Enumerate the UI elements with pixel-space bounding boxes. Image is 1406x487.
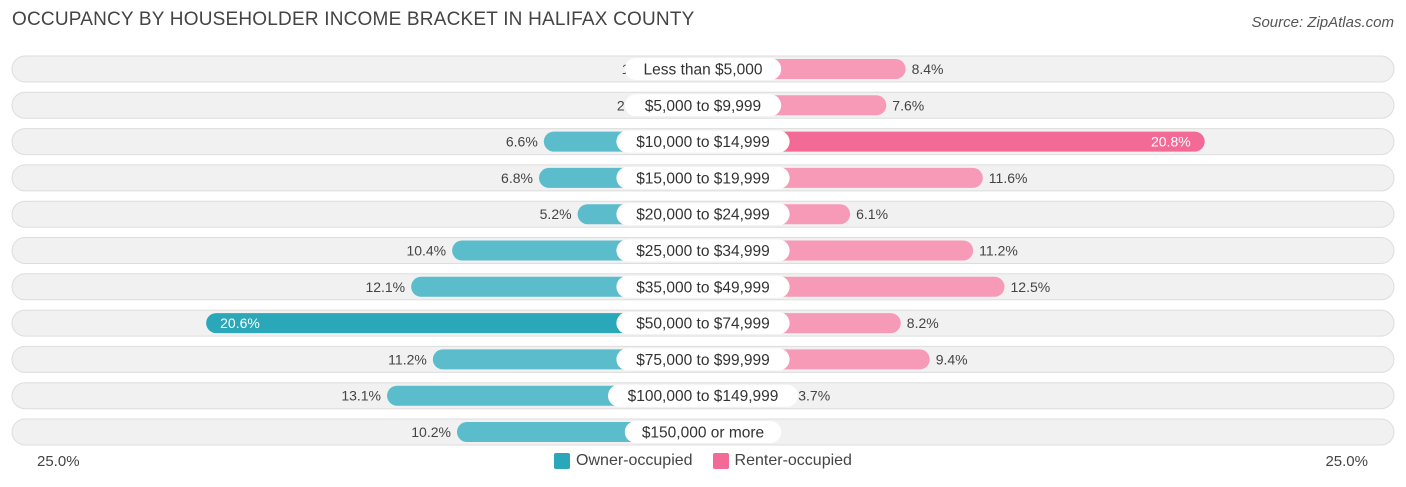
category-pill	[616, 312, 790, 335]
category-pill	[624, 94, 782, 117]
category-label: $35,000 to $49,999	[636, 279, 770, 296]
legend: Owner-occupied Renter-occupied	[0, 452, 1406, 470]
owner-bar	[206, 313, 714, 334]
axis-right-label: 25.0%	[1325, 453, 1368, 470]
renter-value-label: 8.4%	[912, 61, 944, 77]
renter-value-label: 3.7%	[798, 388, 830, 404]
category-pill	[608, 384, 798, 407]
owner-value-label: 6.8%	[501, 170, 533, 186]
owner-value-label: 20.6%	[220, 315, 260, 331]
legend-item-owner[interactable]: Owner-occupied	[554, 452, 693, 470]
category-pill	[616, 348, 790, 371]
renter-value-label: 11.2%	[979, 243, 1018, 259]
category-label: $15,000 to $19,999	[636, 170, 770, 187]
category-pill	[616, 203, 790, 226]
legend-swatch-renter	[712, 453, 729, 469]
category-pill	[616, 239, 790, 262]
category-label: $10,000 to $14,999	[636, 134, 770, 151]
renter-value-label: 20.8%	[1151, 134, 1191, 150]
category-label: $5,000 to $9,999	[645, 98, 761, 115]
source-label: Source: ZipAtlas.com	[1251, 14, 1394, 31]
renter-value-label: 6.1%	[856, 206, 888, 222]
owner-value-label: 13.1%	[341, 388, 381, 404]
owner-value-label: 12.1%	[365, 279, 405, 295]
category-pill	[624, 58, 782, 80]
category-label: $100,000 to $149,999	[628, 388, 779, 405]
renter-value-label: 8.2%	[907, 315, 939, 331]
category-label: $50,000 to $74,999	[636, 316, 770, 333]
legend-item-renter[interactable]: Renter-occupied	[712, 452, 852, 470]
category-pill	[616, 275, 790, 298]
category-label: $75,000 to $99,999	[636, 352, 770, 369]
legend-swatch-owner	[554, 453, 571, 469]
owner-value-label: 10.4%	[406, 243, 446, 259]
renter-value-label: 9.4%	[936, 351, 968, 367]
axis-left-label: 25.0%	[37, 453, 80, 470]
chart-title: OCCUPANCY BY HOUSEHOLDER INCOME BRACKET …	[12, 9, 695, 30]
owner-value-label: 5.2%	[540, 206, 572, 222]
renter-value-label: 7.6%	[892, 97, 924, 113]
category-label: $25,000 to $34,999	[636, 243, 770, 260]
category-label: $150,000 or more	[642, 425, 764, 442]
renter-bar	[693, 131, 1205, 152]
owner-value-label: 10.2%	[411, 424, 451, 440]
category-pill	[616, 130, 790, 153]
category-label: $20,000 to $24,999	[636, 207, 770, 224]
category-pill	[624, 421, 782, 443]
legend-label-renter: Renter-occupied	[734, 452, 852, 469]
renter-value-label: 11.6%	[989, 170, 1028, 186]
renter-value-label: 12.5%	[1011, 279, 1051, 295]
owner-value-label: 11.2%	[388, 351, 427, 367]
category-label: Less than $5,000	[644, 62, 763, 79]
owner-value-label: 6.6%	[506, 134, 538, 150]
legend-label-owner: Owner-occupied	[576, 452, 693, 469]
category-pill	[616, 166, 790, 189]
